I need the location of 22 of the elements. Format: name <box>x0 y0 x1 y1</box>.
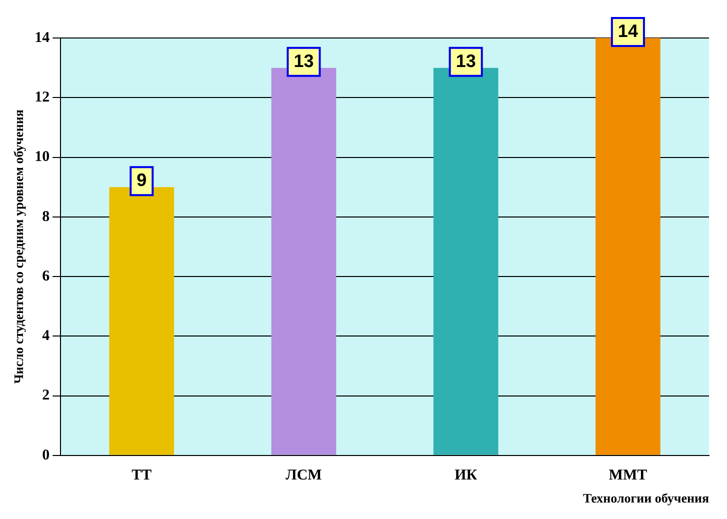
x-tick-label: ТТ <box>132 467 152 484</box>
x-tick-label: ЛСМ <box>286 467 322 484</box>
data-label: 13 <box>294 50 314 71</box>
data-label: 9 <box>136 170 147 190</box>
x-tick-label: ММТ <box>608 467 648 484</box>
y-tick-label: 2 <box>42 388 50 404</box>
y-tick-label: 14 <box>34 30 50 46</box>
x-tick-label: ИК <box>454 467 478 484</box>
y-tick-label: 10 <box>34 149 50 166</box>
y-tick-label: 4 <box>42 328 50 344</box>
bar <box>433 68 498 455</box>
y-tick-label: 0 <box>42 447 50 464</box>
data-label: 14 <box>618 20 638 41</box>
y-axis-title: Число студентов со средним уровнем обучения <box>11 110 26 384</box>
bar <box>109 187 174 455</box>
data-label: 13 <box>456 50 476 71</box>
x-axis-title: Технологии обучения <box>582 490 709 506</box>
bar <box>271 68 336 455</box>
y-tick-label: 6 <box>42 268 50 284</box>
y-tick-label: 12 <box>34 90 50 106</box>
y-tick-label: 8 <box>42 208 50 225</box>
bar <box>596 38 660 455</box>
